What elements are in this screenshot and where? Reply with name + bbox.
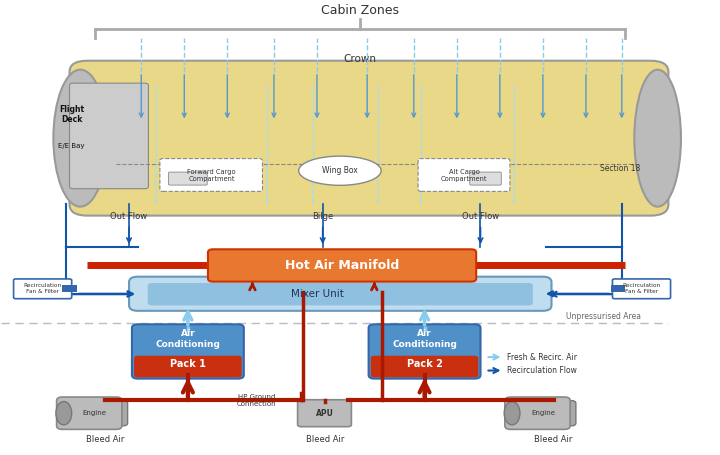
- FancyBboxPatch shape: [469, 172, 501, 185]
- Text: Wing Box: Wing Box: [322, 166, 358, 175]
- FancyBboxPatch shape: [134, 356, 242, 377]
- FancyBboxPatch shape: [132, 324, 244, 379]
- FancyBboxPatch shape: [371, 356, 478, 377]
- Text: Bleed Air: Bleed Air: [306, 435, 344, 444]
- FancyBboxPatch shape: [129, 277, 552, 311]
- Ellipse shape: [299, 156, 381, 185]
- Text: APU: APU: [316, 409, 334, 418]
- FancyBboxPatch shape: [297, 400, 351, 427]
- Text: Flight
Deck: Flight Deck: [59, 105, 84, 124]
- Ellipse shape: [56, 401, 72, 425]
- Text: Unpressurised Area: Unpressurised Area: [567, 312, 642, 321]
- Text: Out Flow: Out Flow: [462, 212, 499, 221]
- Text: Air
Conditioning: Air Conditioning: [392, 329, 457, 349]
- Ellipse shape: [504, 401, 520, 425]
- Text: HP Ground
Connection: HP Ground Connection: [237, 394, 276, 407]
- Text: Alt Cargo
Compartment: Alt Cargo Compartment: [441, 169, 487, 182]
- Text: Cabin Zones: Cabin Zones: [321, 4, 399, 17]
- FancyBboxPatch shape: [208, 249, 476, 282]
- FancyBboxPatch shape: [70, 83, 148, 189]
- Text: Section 18: Section 18: [600, 164, 640, 173]
- Text: Air
Conditioning: Air Conditioning: [156, 329, 220, 349]
- Text: Pack 1: Pack 1: [170, 359, 206, 369]
- Ellipse shape: [53, 70, 107, 207]
- Text: Mixer Unit: Mixer Unit: [291, 289, 343, 299]
- FancyBboxPatch shape: [83, 400, 127, 426]
- FancyBboxPatch shape: [531, 400, 576, 426]
- FancyBboxPatch shape: [369, 324, 480, 379]
- FancyBboxPatch shape: [148, 283, 533, 305]
- FancyBboxPatch shape: [70, 61, 668, 216]
- FancyBboxPatch shape: [160, 159, 263, 192]
- FancyBboxPatch shape: [611, 285, 626, 293]
- FancyBboxPatch shape: [613, 279, 670, 298]
- Text: Forward Cargo
Compartment: Forward Cargo Compartment: [187, 169, 236, 182]
- Text: Recirculation
Fan & Filter: Recirculation Fan & Filter: [622, 283, 660, 294]
- Text: Bleed Air: Bleed Air: [534, 435, 573, 444]
- Text: Hot Air Manifold: Hot Air Manifold: [285, 259, 399, 272]
- FancyBboxPatch shape: [418, 159, 510, 192]
- Text: E/E Bay: E/E Bay: [58, 143, 85, 149]
- Text: Out Flow: Out Flow: [110, 212, 148, 221]
- Text: Engine: Engine: [531, 410, 555, 416]
- Text: Recirculation
Fan & Filter: Recirculation Fan & Filter: [23, 283, 61, 294]
- Text: Fresh & Recirc. Air: Fresh & Recirc. Air: [507, 353, 577, 362]
- Text: Crown: Crown: [343, 54, 377, 64]
- FancyBboxPatch shape: [168, 172, 207, 185]
- Text: Engine: Engine: [83, 410, 107, 416]
- FancyBboxPatch shape: [14, 279, 72, 298]
- FancyBboxPatch shape: [505, 397, 570, 430]
- Text: Bleed Air: Bleed Air: [86, 435, 125, 444]
- Text: Pack 2: Pack 2: [407, 359, 443, 369]
- FancyBboxPatch shape: [63, 285, 77, 293]
- Text: Bilge: Bilge: [312, 212, 333, 221]
- Text: Recirculation Flow: Recirculation Flow: [507, 366, 577, 375]
- Ellipse shape: [634, 70, 681, 207]
- FancyBboxPatch shape: [57, 397, 122, 430]
